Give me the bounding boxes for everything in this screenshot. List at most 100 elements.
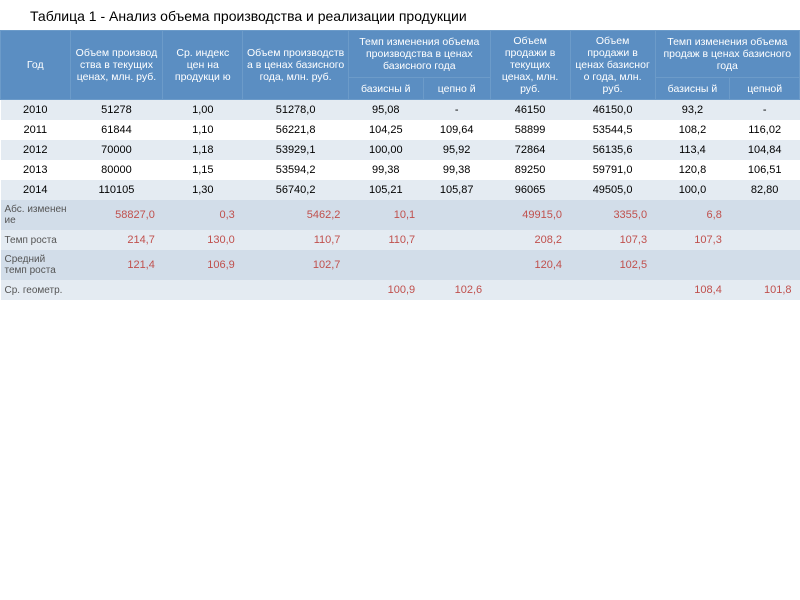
header-price-index: Ср. индекс цен на продукци ю xyxy=(163,31,243,100)
cell-c7b: - xyxy=(730,100,800,121)
header-prod-change-group: Темп изменения объема производства в цен… xyxy=(348,31,490,78)
table-row: 2010512781,0051278,095,08-4615046150,093… xyxy=(1,100,800,121)
summary-value xyxy=(163,280,243,300)
cell-c7b: 116,02 xyxy=(730,120,800,140)
cell-c1: 80000 xyxy=(70,160,163,180)
cell-c4b: 105,87 xyxy=(423,180,490,200)
cell-c2: 1,10 xyxy=(163,120,243,140)
summary-value xyxy=(423,250,490,280)
header-year: Год xyxy=(1,31,71,100)
cell-c4a: 104,25 xyxy=(348,120,423,140)
production-table: Год Объем производ ства в текущих ценах,… xyxy=(0,30,800,300)
cell-c4b: 109,64 xyxy=(423,120,490,140)
cell-c7a: 93,2 xyxy=(655,100,730,121)
table-row: 2013800001,1553594,299,3899,388925059791… xyxy=(1,160,800,180)
summary-value: 102,7 xyxy=(243,250,349,280)
cell-c3: 53929,1 xyxy=(243,140,349,160)
summary-value: 110,7 xyxy=(243,230,349,250)
summary-value: 121,4 xyxy=(70,250,163,280)
header-volume-current: Объем производ ства в текущих ценах, млн… xyxy=(70,31,163,100)
cell-c6: 46150,0 xyxy=(570,100,655,121)
cell-c4a: 99,38 xyxy=(348,160,423,180)
summary-row: Темп роста214,7130,0110,7110,7208,2107,3… xyxy=(1,230,800,250)
table-header: Год Объем производ ства в текущих ценах,… xyxy=(1,31,800,100)
cell-year: 2010 xyxy=(1,100,71,121)
cell-c7a: 113,4 xyxy=(655,140,730,160)
cell-c1: 70000 xyxy=(70,140,163,160)
summary-value xyxy=(730,230,800,250)
cell-c4b: - xyxy=(423,100,490,121)
summary-value xyxy=(243,280,349,300)
summary-value: 214,7 xyxy=(70,230,163,250)
cell-c4a: 95,08 xyxy=(348,100,423,121)
cell-c3: 53594,2 xyxy=(243,160,349,180)
table-row: 2012700001,1853929,1100,0095,92728645613… xyxy=(1,140,800,160)
cell-c4a: 105,21 xyxy=(348,180,423,200)
summary-value: 130,0 xyxy=(163,230,243,250)
cell-c3: 56740,2 xyxy=(243,180,349,200)
cell-c5: 46150 xyxy=(490,100,570,121)
summary-value: 5462,2 xyxy=(243,200,349,230)
cell-c6: 56135,6 xyxy=(570,140,655,160)
summary-value: 106,9 xyxy=(163,250,243,280)
header-sales-chain-sub: цепной xyxy=(730,78,800,100)
cell-c1: 110105 xyxy=(70,180,163,200)
summary-value: 0,3 xyxy=(163,200,243,230)
summary-value xyxy=(490,280,570,300)
header-volume-base: Объем производств а в ценах базисного го… xyxy=(243,31,349,100)
summary-row: Абс. изменен ие58827,00,35462,210,1 49915… xyxy=(1,200,800,230)
cell-c7a: 120,8 xyxy=(655,160,730,180)
cell-year: 2012 xyxy=(1,140,71,160)
summary-label: Ср. геометр. xyxy=(1,280,71,300)
summary-row: Средний темп роста121,4106,9102,7120,410… xyxy=(1,250,800,280)
cell-c7a: 108,2 xyxy=(655,120,730,140)
table-row: 2011618441,1056221,8104,25109,6458899535… xyxy=(1,120,800,140)
summary-value: 208,2 xyxy=(490,230,570,250)
cell-c5: 72864 xyxy=(490,140,570,160)
table-body: 2010512781,0051278,095,08-4615046150,093… xyxy=(1,100,800,301)
header-prod-base: базисны й xyxy=(348,78,423,100)
cell-c7b: 106,51 xyxy=(730,160,800,180)
cell-c4a: 100,00 xyxy=(348,140,423,160)
cell-c5: 89250 xyxy=(490,160,570,180)
summary-value: 10,1 xyxy=(348,200,423,230)
summary-value xyxy=(655,250,730,280)
cell-c1: 51278 xyxy=(70,100,163,121)
summary-value: 102,5 xyxy=(570,250,655,280)
summary-value: 58827,0 xyxy=(70,200,163,230)
cell-c7a: 100,0 xyxy=(655,180,730,200)
cell-c5: 96065 xyxy=(490,180,570,200)
cell-c7b: 82,80 xyxy=(730,180,800,200)
cell-c2: 1,15 xyxy=(163,160,243,180)
summary-value xyxy=(423,230,490,250)
header-sales-base-sub: базисны й xyxy=(655,78,730,100)
summary-value xyxy=(70,280,163,300)
header-sales-change-group: Темп изменения объема продаж в ценах баз… xyxy=(655,31,799,78)
summary-value: 102,6 xyxy=(423,280,490,300)
summary-value: 107,3 xyxy=(655,230,730,250)
summary-value xyxy=(423,200,490,230)
cell-c2: 1,18 xyxy=(163,140,243,160)
header-sales-base: Объем продажи в ценах базисног о года, м… xyxy=(570,31,655,100)
summary-value: 49915,0 xyxy=(490,200,570,230)
summary-label: Абс. изменен ие xyxy=(1,200,71,230)
cell-c5: 58899 xyxy=(490,120,570,140)
cell-c6: 49505,0 xyxy=(570,180,655,200)
summary-value: 100,9 xyxy=(348,280,423,300)
table-title: Таблица 1 - Анализ объема производства и… xyxy=(0,0,800,30)
header-sales-current: Объем продажи в текущих ценах, млн. руб. xyxy=(490,31,570,100)
cell-c7b: 104,84 xyxy=(730,140,800,160)
cell-c2: 1,30 xyxy=(163,180,243,200)
cell-c4b: 99,38 xyxy=(423,160,490,180)
table-row: 20141101051,3056740,2105,21105,879606549… xyxy=(1,180,800,200)
summary-value: 3355,0 xyxy=(570,200,655,230)
summary-value xyxy=(730,250,800,280)
summary-value: 108,4 xyxy=(655,280,730,300)
cell-c6: 53544,5 xyxy=(570,120,655,140)
summary-value: 107,3 xyxy=(570,230,655,250)
cell-year: 2013 xyxy=(1,160,71,180)
summary-label: Средний темп роста xyxy=(1,250,71,280)
cell-year: 2011 xyxy=(1,120,71,140)
cell-c1: 61844 xyxy=(70,120,163,140)
summary-value: 110,7 xyxy=(348,230,423,250)
